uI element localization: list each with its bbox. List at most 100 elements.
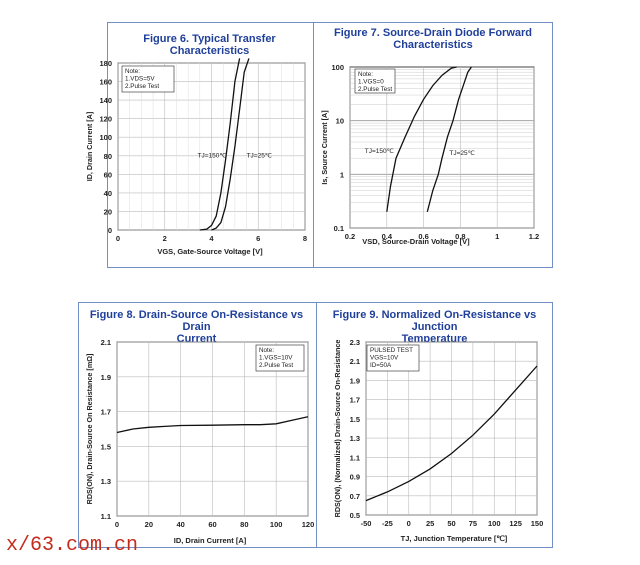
x-tick-label: 0 — [116, 234, 120, 243]
note-line: Note: — [125, 68, 140, 75]
note-line: 2.Pulse Test — [358, 86, 392, 93]
x-tick-label: 0 — [115, 520, 119, 529]
y-axis-label: RDS(ON), Drain-Source On Resistance [mΩ] — [85, 354, 94, 505]
y-axis-label: Is, Source Current [A] — [320, 110, 329, 184]
y-tick-label: 1.9 — [350, 376, 360, 385]
y-tick-label: 180 — [99, 59, 112, 68]
x-tick-label: 40 — [176, 520, 184, 529]
y-tick-label: 0.1 — [334, 224, 344, 233]
x-axis-label: VSD, Source-Drain Voltage [V] — [362, 237, 470, 246]
y-tick-label: 20 — [104, 207, 112, 216]
x-tick-label: 50 — [447, 519, 455, 528]
curve-label: TJ=150℃ — [197, 153, 227, 160]
y-tick-label: 2.3 — [350, 338, 360, 347]
figure-7-title: Figure 7. Source-Drain Diode Forward Cha… — [314, 27, 552, 51]
curve-label: TJ=150℃ — [365, 148, 395, 155]
panel-divider — [316, 303, 317, 547]
y-tick-label: 1.3 — [350, 434, 360, 443]
y-tick-label: 0 — [108, 226, 112, 235]
y-tick-label: 1.9 — [101, 373, 111, 382]
note-box — [354, 68, 396, 94]
note-line: 1.VDS=5V — [125, 76, 155, 83]
note-line: 1.VGS=10V — [259, 355, 293, 362]
y-tick-label: 160 — [99, 78, 112, 87]
x-tick-label: 75 — [469, 519, 477, 528]
curve-label: TJ=25℃ — [247, 153, 273, 160]
y-tick-label: 0.9 — [350, 473, 360, 482]
note-line: Note: — [259, 347, 274, 354]
figure-7-title-line2: Characteristics — [393, 39, 473, 51]
series-line-2 — [426, 66, 472, 212]
x-axis-label: VGS, Gate-Source Voltage [V] — [157, 247, 263, 256]
y-tick-label: 1.3 — [101, 477, 111, 486]
figure-8-title-line1: Figure 8. Drain-Source On-Resistance vs … — [89, 309, 304, 333]
figure-9-title: Figure 9. Normalized On-Resistance vs Ju… — [317, 309, 552, 345]
y-tick-label: 140 — [99, 96, 112, 105]
x-tick-label: 0.2 — [345, 232, 355, 241]
x-tick-label: 25 — [426, 519, 434, 528]
x-tick-label: -25 — [382, 519, 393, 528]
y-tick-label: 120 — [99, 115, 112, 124]
x-tick-label: 100 — [270, 520, 283, 529]
x-tick-label: 125 — [509, 519, 522, 528]
y-tick-label: 2.1 — [101, 338, 111, 347]
y-tick-label: 1.1 — [350, 453, 360, 462]
y-tick-label: 60 — [104, 170, 112, 179]
series-line-1 — [365, 365, 538, 502]
x-tick-label: 150 — [531, 519, 544, 528]
note-line: VGS=10V — [370, 355, 399, 362]
y-tick-label: 100 — [331, 63, 344, 72]
x-tick-label: 0 — [407, 519, 411, 528]
series-line-1 — [116, 416, 309, 434]
watermark: x/63.com.cn — [6, 534, 139, 557]
y-tick-label: 1.5 — [101, 442, 111, 451]
y-tick-label: 80 — [104, 152, 112, 161]
series-line-1 — [386, 66, 457, 212]
note-box — [366, 344, 420, 372]
y-axis-label: RDS(ON), (Normalized) Drain-Source On-Re… — [333, 340, 342, 518]
series-line-1 — [199, 58, 241, 231]
x-tick-label: 6 — [256, 234, 260, 243]
note-line: PULSED TEST — [370, 347, 413, 354]
note-line: Note: — [358, 71, 373, 78]
series-line-2 — [211, 58, 250, 231]
y-tick-label: 1.1 — [101, 512, 111, 521]
x-tick-label: 120 — [302, 520, 315, 529]
curve-label: TJ=25℃ — [449, 150, 475, 157]
y-tick-label: 1.7 — [101, 408, 111, 417]
x-axis-label: ID, Drain Current [A] — [174, 536, 247, 545]
y-tick-label: 1.5 — [350, 415, 360, 424]
y-tick-label: 2.1 — [350, 357, 360, 366]
note-line: ID=50A — [370, 362, 392, 369]
figure-6-title: Figure 6. Typical Transfer Characteristi… — [108, 33, 311, 57]
x-tick-label: 8 — [303, 234, 307, 243]
x-tick-label: 0.6 — [418, 232, 428, 241]
x-tick-label: 4 — [209, 234, 214, 243]
x-tick-label: 20 — [145, 520, 153, 529]
panel-divider — [313, 23, 314, 267]
x-tick-label: 60 — [208, 520, 216, 529]
y-tick-label: 40 — [104, 189, 112, 198]
y-tick-label: 100 — [99, 133, 112, 142]
note-line: 1.VGS=0 — [358, 79, 384, 86]
y-tick-label: 1.7 — [350, 396, 360, 405]
figure-6-title-text: Figure 6. Typical Transfer Characteristi… — [143, 33, 276, 57]
figure-7-title-line1: Figure 7. Source-Drain Diode Forward — [333, 27, 533, 39]
y-axis-label: ID, Drain Current [A] — [85, 112, 94, 181]
note-box — [255, 344, 305, 372]
x-tick-label: 0.4 — [382, 232, 393, 241]
x-axis-label: TJ, Junction Temperature [℃] — [401, 534, 508, 543]
note-box — [121, 65, 175, 93]
x-tick-label: 80 — [240, 520, 248, 529]
note-line: 2.Pulse Test — [125, 83, 159, 90]
y-tick-label: 10 — [336, 117, 344, 126]
y-tick-label: 0.7 — [350, 492, 360, 501]
x-tick-label: 2 — [163, 234, 167, 243]
figure-9-title-line1: Figure 9. Normalized On-Resistance vs Ju… — [332, 309, 537, 333]
x-tick-label: 100 — [488, 519, 501, 528]
note-line: 2.Pulse Test — [259, 362, 293, 369]
y-tick-label: 1 — [340, 170, 344, 179]
x-tick-label: 1.2 — [529, 232, 539, 241]
x-tick-label: 1 — [495, 232, 499, 241]
